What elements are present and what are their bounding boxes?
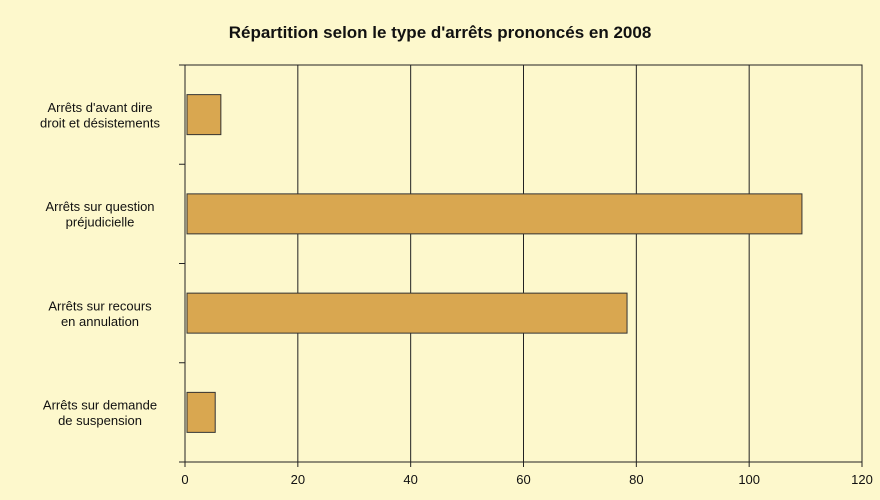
bar [186,94,222,136]
y-tick-label: Arrêts sur question préjudicielle [45,199,154,230]
x-tick-label: 120 [851,472,873,487]
bar [186,391,216,433]
chart-title: Répartition selon le type d'arrêts prono… [229,23,652,42]
bar [186,292,628,334]
x-tick-label: 100 [738,472,760,487]
x-tick-label: 20 [291,472,305,487]
x-tick-label: 40 [403,472,417,487]
x-tick-label: 60 [516,472,530,487]
y-tick-label: Arrêts sur recours en annulation [48,298,152,329]
x-tick-label: 80 [629,472,643,487]
x-tick-label: 0 [181,472,188,487]
bar [186,193,803,235]
y-tick-label: Arrêts sur demande de suspension [43,398,157,429]
y-tick-label: Arrêts d'avant dire droit et désistements [40,100,160,131]
